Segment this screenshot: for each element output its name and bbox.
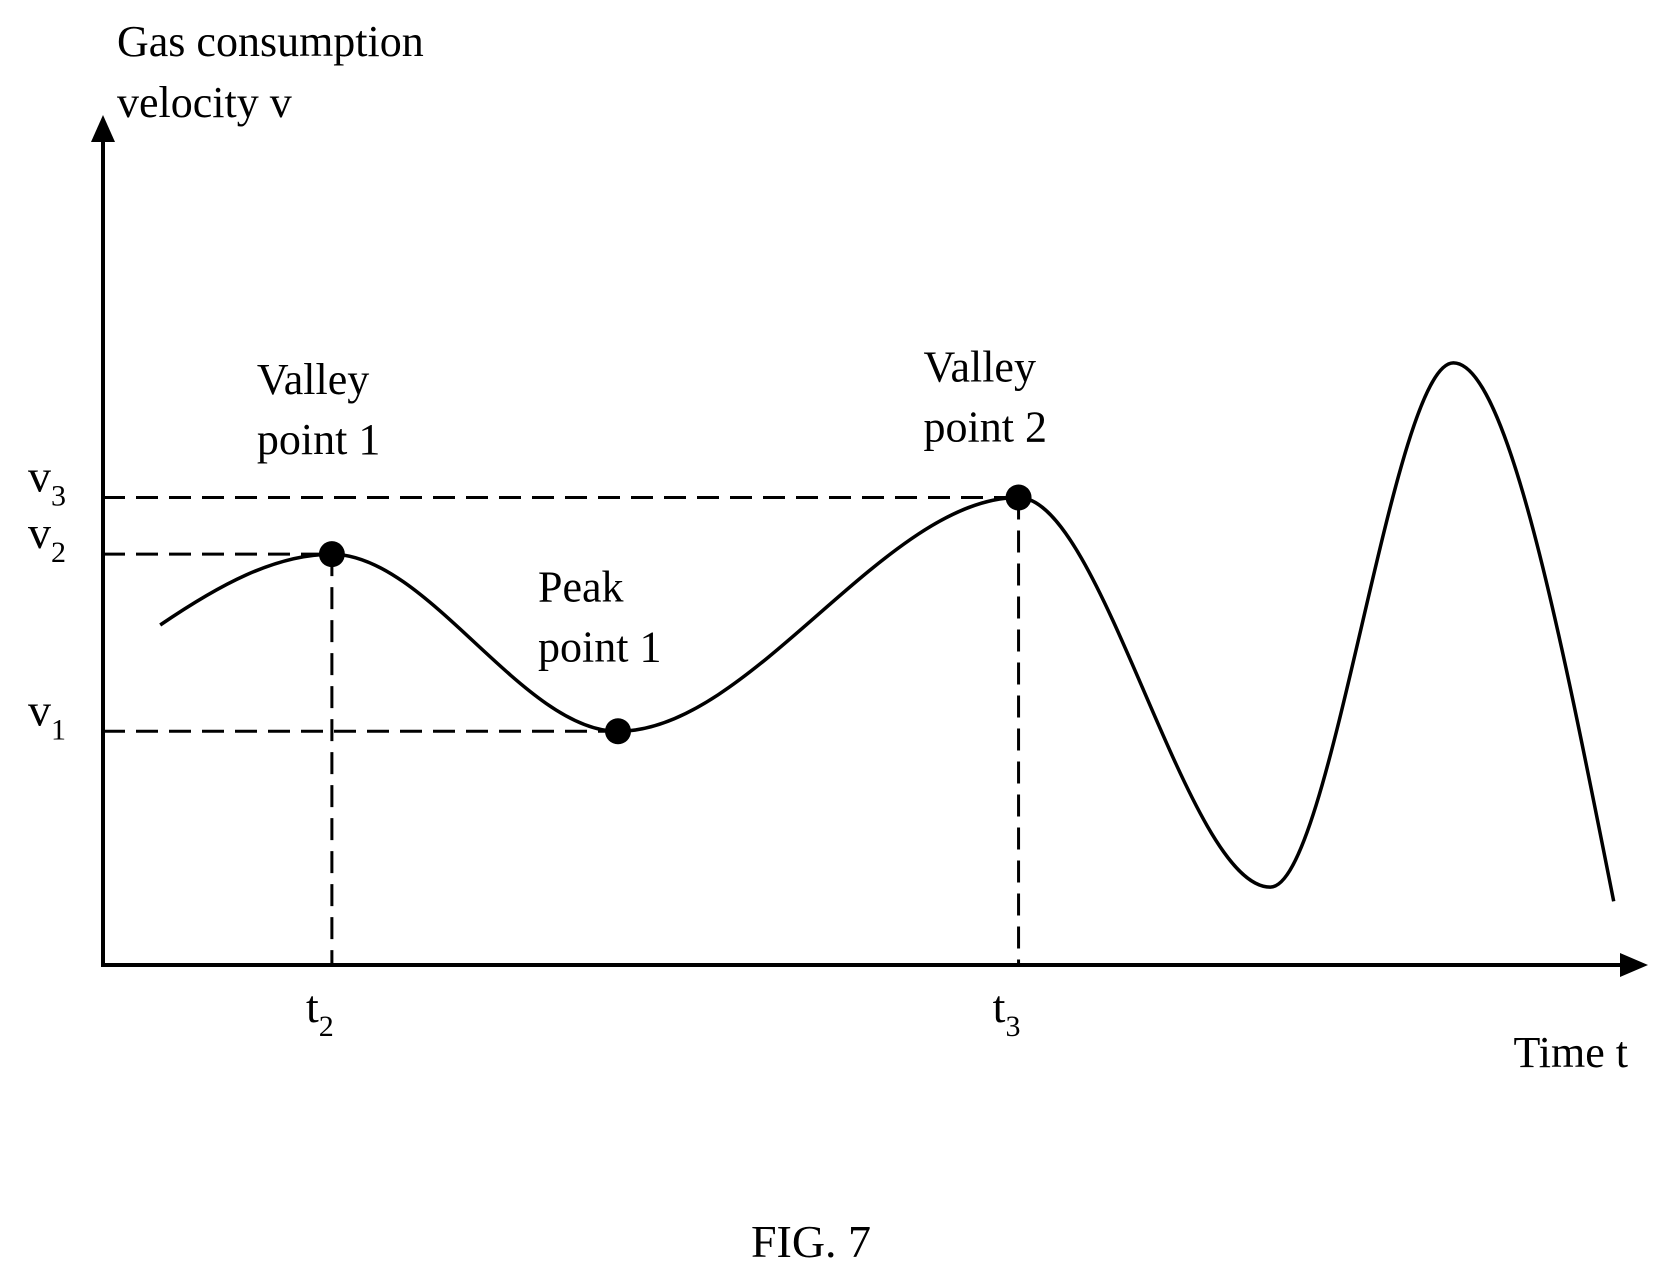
point-label: Valley point 2: [924, 343, 1047, 452]
y-tick-label-base: v: [28, 507, 51, 558]
point-label-line: Valley: [257, 355, 369, 404]
series-line: [159, 361, 1616, 902]
y-tick-label: v1: [28, 684, 66, 746]
point-marker: [1005, 484, 1032, 511]
figure-caption: FIG. 7: [751, 1216, 871, 1267]
x-tick-label-base: t: [306, 981, 319, 1032]
x-axis-title: Time t: [1513, 1028, 1628, 1077]
point-marker: [605, 718, 631, 745]
point-label-line: Peak: [538, 562, 624, 611]
y-tick-label-subscript: 3: [51, 480, 66, 513]
point-labels: Valley point 1 Peak point 1 Valley point 2: [257, 343, 1047, 672]
x-tick-label-base: t: [993, 981, 1006, 1032]
point-label-line: point 2: [924, 403, 1047, 452]
guide-lines: [103, 496, 1021, 965]
y-tick-label: v2: [28, 507, 66, 569]
y-tick-label-base: v: [28, 451, 51, 502]
x-tick-label-subscript: 2: [319, 1010, 334, 1043]
marked-points: [318, 484, 1032, 745]
y-axis-title: Gas consumption velocity v: [117, 17, 435, 127]
point-label-line: point 1: [257, 415, 380, 464]
point-label: Valley point 1: [257, 355, 380, 464]
x-tick-label: t2: [306, 981, 334, 1043]
x-tick-label-subscript: 3: [1005, 1010, 1020, 1043]
point-label-line: Valley: [924, 343, 1036, 392]
y-tick-label: v3: [28, 451, 66, 513]
y-axis-title-line-1: Gas consumption: [117, 17, 424, 66]
y-tick-label-subscript: 2: [51, 536, 66, 569]
y-axis-title-line-2: velocity v: [117, 78, 292, 127]
x-tick-label: t3: [993, 981, 1021, 1043]
point-marker: [318, 541, 345, 568]
y-tick-label-base: v: [28, 684, 51, 735]
point-label: Peak point 1: [538, 562, 661, 671]
point-label-line: point 1: [538, 622, 661, 671]
y-tick-label-subscript: 1: [51, 713, 66, 746]
x-axis-arrow: [1620, 953, 1648, 977]
y-axis-arrow: [91, 115, 115, 142]
